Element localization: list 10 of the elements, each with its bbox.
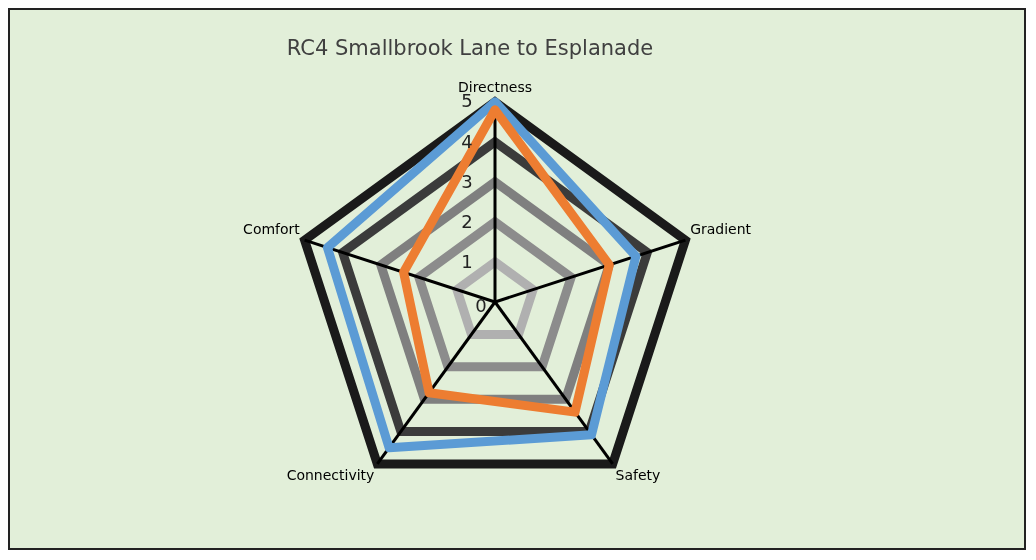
- chart-title: RC4 Smallbrook Lane to Esplanade: [285, 36, 655, 60]
- spoke-label: Gradient: [690, 220, 752, 237]
- y-tick-label: 4: [461, 130, 473, 152]
- spoke-label: Comfort: [243, 220, 301, 237]
- spoke-label: Safety: [615, 467, 661, 484]
- y-tick-label: 1: [461, 250, 473, 272]
- spoke-label: Connectivity: [286, 467, 375, 484]
- y-tick-label: 3: [461, 170, 473, 192]
- y-tick-label: 2: [461, 210, 473, 232]
- y-tick-label: 0: [475, 294, 487, 316]
